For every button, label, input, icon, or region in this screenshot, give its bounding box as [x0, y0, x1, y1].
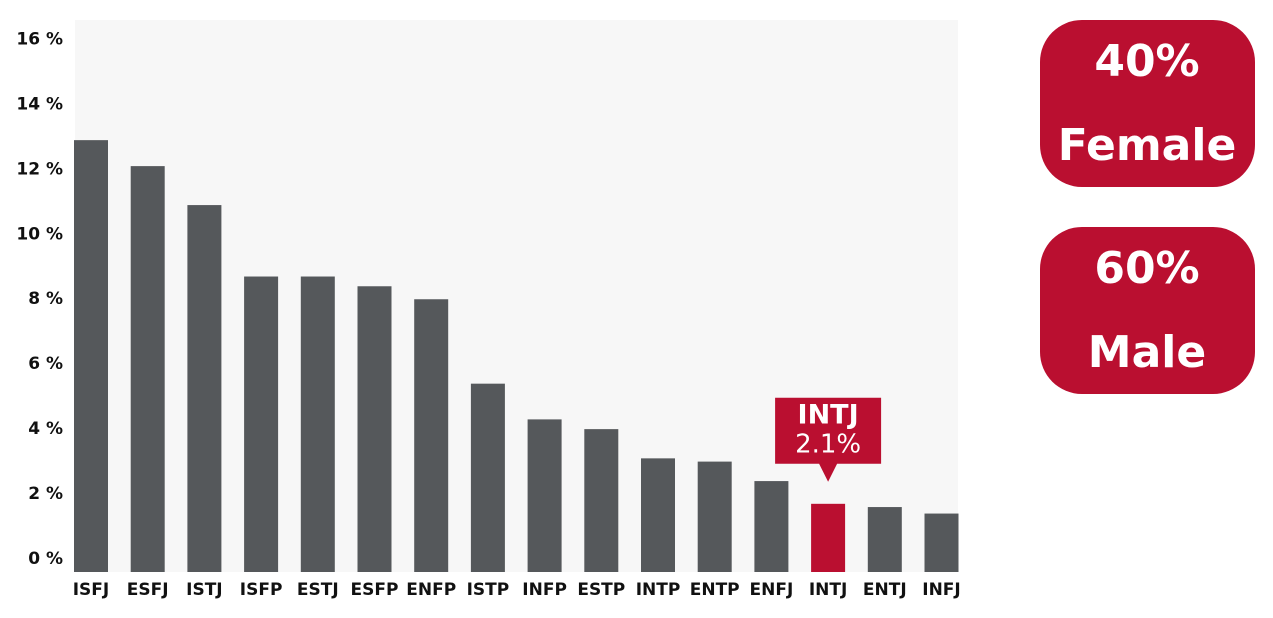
bar	[584, 429, 619, 572]
bar	[697, 461, 732, 572]
bar	[527, 419, 562, 572]
y-tick-label: 8 %	[28, 289, 63, 309]
x-tick-label: ESFJ	[127, 580, 169, 600]
badge: 60% Male	[1040, 227, 1255, 394]
bar	[867, 507, 902, 572]
x-tick-label: ENTP	[690, 580, 740, 600]
x-tick-label: ISFP	[240, 580, 283, 600]
badge-label: Male	[1088, 327, 1206, 378]
x-tick-label: ENFJ	[750, 580, 794, 600]
plot-area	[75, 20, 958, 572]
bar	[187, 205, 222, 573]
x-tick-label: INFP	[522, 580, 567, 600]
y-tick-label: 10 %	[16, 224, 63, 244]
x-tick-label: ISTP	[467, 580, 510, 600]
bar	[811, 503, 846, 572]
x-tick-label: INTP	[636, 580, 681, 600]
callout-text: 2.1%	[795, 429, 861, 459]
bar	[470, 383, 505, 572]
x-tick-label: ESTP	[577, 580, 625, 600]
bar	[130, 166, 165, 572]
y-tick-label: 16 %	[16, 29, 63, 49]
x-tick-label: ENFP	[406, 580, 456, 600]
callout	[775, 397, 882, 482]
bar	[74, 140, 108, 572]
x-tick-label: ISTJ	[186, 580, 223, 600]
badge-bg	[1040, 227, 1255, 394]
bar	[924, 513, 959, 572]
y-tick-label: 6 %	[28, 354, 63, 374]
bar	[754, 481, 789, 572]
bar	[357, 286, 392, 572]
y-tick-label: 0 %	[28, 549, 63, 569]
badge: 40% Female	[1040, 20, 1255, 187]
callout-title: INTJ	[798, 399, 859, 430]
badge-value: 40%	[1094, 36, 1199, 87]
x-tick-label: ESFP	[351, 580, 399, 600]
bar	[414, 299, 449, 572]
x-tick-label: ESTJ	[297, 580, 339, 600]
x-tick-label: ISFJ	[73, 580, 110, 600]
y-tick-label: 2 %	[28, 484, 63, 504]
x-tick-label: ENTJ	[863, 580, 907, 600]
bar	[244, 276, 279, 572]
x-tick-label: INTJ	[809, 580, 847, 600]
badge-label: Female	[1058, 120, 1237, 171]
bar	[300, 276, 335, 572]
bar	[641, 458, 675, 572]
x-tick-label: INFJ	[922, 580, 961, 600]
badge-value: 60%	[1094, 243, 1199, 294]
badge-bg	[1040, 20, 1255, 187]
y-tick-label: 12 %	[16, 159, 63, 179]
y-tick-label: 4 %	[28, 419, 63, 439]
y-tick-label: 14 %	[16, 94, 63, 114]
